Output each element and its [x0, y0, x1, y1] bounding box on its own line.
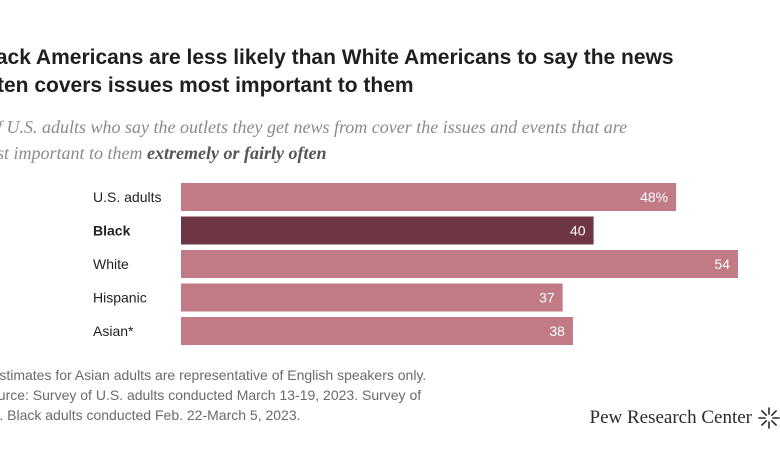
note-asian: Estimates for Asian adults are represent…: [0, 367, 427, 383]
chart-title-line-2: ften covers issues most important to the…: [0, 74, 414, 97]
chart-subtitle-line-1: of U.S. adults who say the outlets they …: [0, 117, 628, 137]
source-line-2: S. Black adults conducted Feb. 22-March …: [0, 407, 301, 423]
source-line-1: ource: Survey of U.S. adults conducted M…: [0, 387, 422, 403]
chart-title-line-1: lack Americans are less likely than Whit…: [0, 46, 674, 69]
category-label-u-s-adults: U.S. adults: [93, 189, 161, 205]
chart-subtitle-plain: ost important to them: [0, 143, 148, 163]
value-label-white: 54: [714, 256, 730, 272]
category-label-hispanic: Hispanic: [93, 290, 147, 306]
bar-black: [181, 216, 594, 245]
chart-subtitle-line-2: ost important to them extremely or fairl…: [0, 140, 780, 166]
value-label-hispanic: 37: [539, 290, 555, 306]
chart-subtitle-emphasis: extremely or fairly often: [147, 143, 327, 163]
pew-logo-text: Pew Research Center: [589, 407, 753, 428]
chart-notes: Estimates for Asian adults are represent…: [0, 365, 550, 425]
bar-hispanic: [181, 283, 563, 312]
chart-subtitle: of U.S. adults who say the outlets they …: [0, 114, 780, 166]
category-label-white: White: [93, 256, 129, 272]
value-label-asian: 38: [549, 323, 565, 339]
chart-title: lack Americans are less likely than Whit…: [0, 44, 780, 100]
value-label-black: 40: [570, 223, 586, 239]
pew-sunburst-icon: [758, 407, 780, 429]
category-label-black: Black: [93, 223, 131, 239]
bar-white: [181, 250, 738, 278]
bar-u-s-adults: [181, 183, 677, 211]
category-label-asian: Asian*: [93, 323, 134, 339]
pew-logo: Pew Research Center: [590, 404, 780, 432]
bar-chart: U.S. adults 48% Black 40 White 54 Hispanic 37 As…: [93, 183, 738, 345]
bar-asian: [181, 317, 573, 345]
value-label-u-s-adults: 48%: [640, 189, 668, 205]
